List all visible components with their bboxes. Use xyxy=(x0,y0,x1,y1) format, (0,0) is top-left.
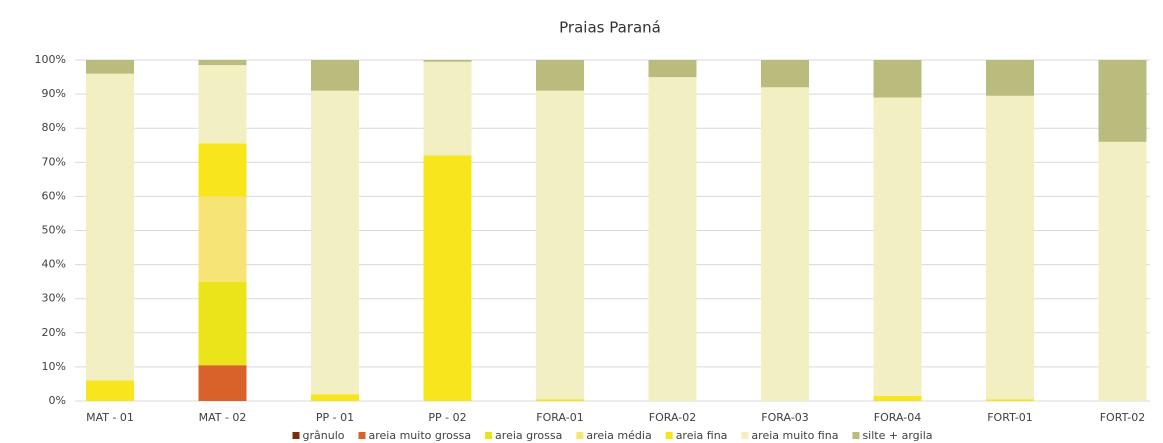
x-tick-label: PP - 01 xyxy=(316,411,354,424)
legend-swatch xyxy=(358,432,366,439)
x-tick-label: FORA-02 xyxy=(649,411,696,424)
y-tick-label: 60% xyxy=(42,189,66,202)
legend-label: silte + argila xyxy=(862,429,932,442)
y-tick-label: 40% xyxy=(42,258,66,271)
bar-segment xyxy=(311,90,359,395)
bar-segment xyxy=(1098,60,1147,142)
legend: grânulo areia muito grossa areia grossa are… xyxy=(292,429,932,442)
x-tick-label: FORT-02 xyxy=(1100,411,1146,424)
bar-segment xyxy=(648,60,697,78)
legend-label: areia muito fina xyxy=(751,429,838,442)
bar-segment xyxy=(873,60,922,98)
x-tick-label: MAT - 01 xyxy=(86,411,134,424)
y-tick-label: 20% xyxy=(42,326,66,339)
y-tick-label: 50% xyxy=(42,224,66,237)
bar-segment xyxy=(423,61,472,156)
bar-segment xyxy=(873,395,922,401)
legend-label: areia muito grossa xyxy=(368,429,471,442)
y-tick-label: 30% xyxy=(42,292,66,305)
bar-segment xyxy=(986,95,1034,400)
y-tick-label: 80% xyxy=(42,121,66,134)
y-tick-label: 0% xyxy=(49,394,66,407)
legend-swatch xyxy=(665,432,673,439)
bar-segment xyxy=(86,380,134,401)
bar-segment xyxy=(536,90,584,400)
bar-segment xyxy=(536,60,584,91)
bar-segment xyxy=(198,143,247,197)
x-tick-label: FORT-01 xyxy=(987,411,1033,424)
bar-segment xyxy=(311,60,359,91)
bar-segment xyxy=(198,365,247,401)
bar-segment xyxy=(1098,141,1147,401)
y-tick-label: 100% xyxy=(35,53,66,66)
bar-segment xyxy=(873,97,922,396)
bar-segment xyxy=(761,87,809,401)
legend-label: areia fina xyxy=(676,429,728,442)
bar-segment xyxy=(198,60,247,66)
x-tick-label: FORA-01 xyxy=(536,411,583,424)
legend-swatch xyxy=(741,432,749,439)
bar-segment xyxy=(648,77,697,402)
bar-segment xyxy=(198,65,247,144)
bar-segment xyxy=(86,73,134,381)
x-tick-label: MAT - 02 xyxy=(199,411,247,424)
bar-segment xyxy=(86,60,134,74)
bar-segment xyxy=(986,399,1034,401)
bar-segment xyxy=(423,155,472,401)
bar-segment xyxy=(311,394,359,401)
x-tick-label: FORA-04 xyxy=(874,411,921,424)
y-tick-label: 70% xyxy=(42,155,66,168)
y-tick-label: 10% xyxy=(42,360,66,373)
legend-label: areia média xyxy=(586,429,651,442)
legend-label: grânulo xyxy=(303,429,345,442)
x-tick-label: PP - 02 xyxy=(428,411,466,424)
legend-swatch xyxy=(852,432,860,439)
bar-segment xyxy=(423,60,472,62)
y-tick-label: 90% xyxy=(42,87,66,100)
bar-segment xyxy=(198,281,247,366)
bar-segment xyxy=(536,399,584,401)
x-tick-label: FORA-03 xyxy=(761,411,808,424)
bar-segment xyxy=(198,196,247,282)
legend-swatch xyxy=(576,432,584,439)
chart-title: Praias Paraná xyxy=(559,19,661,37)
bar-segment xyxy=(986,60,1034,96)
legend-swatch xyxy=(292,432,300,439)
legend-label: areia grossa xyxy=(495,429,562,442)
legend-swatch xyxy=(485,432,493,439)
bar-segment xyxy=(761,60,809,88)
